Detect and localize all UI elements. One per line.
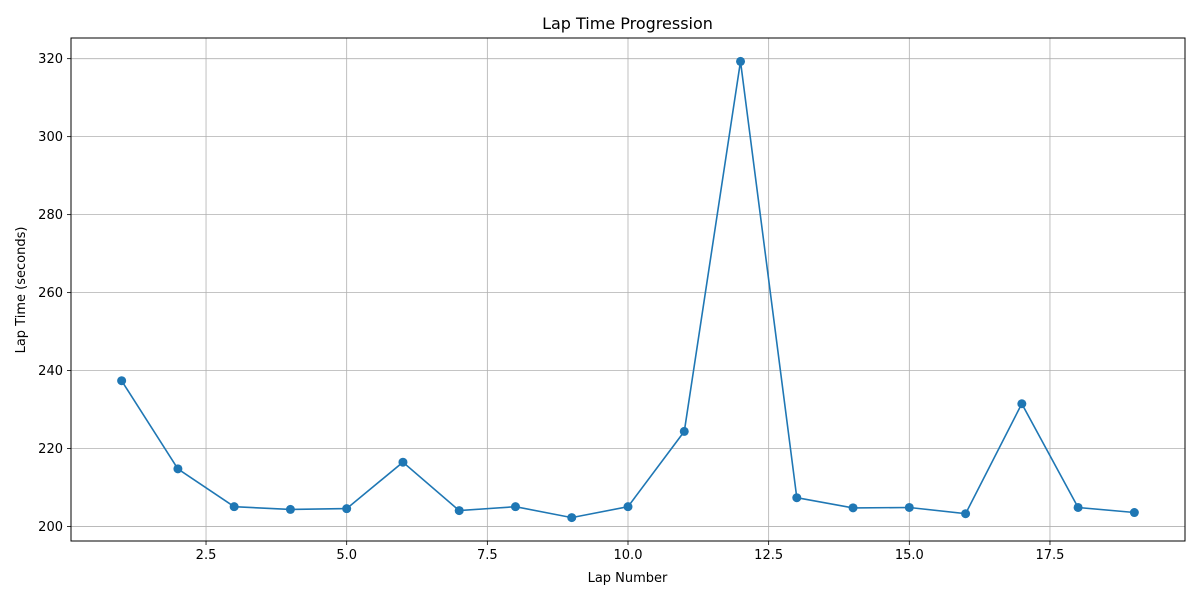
y-tick-label: 220 [38,442,63,457]
series-layer [117,56,1139,523]
data-point [848,503,858,513]
data-point [1017,399,1027,409]
data-point [1129,508,1139,518]
y-tick-label: 200 [38,520,63,535]
data-point [567,513,577,523]
data-point [117,376,127,386]
x-tick-label: 12.5 [754,548,783,563]
data-point [285,504,295,514]
data-point [173,464,183,474]
data-point [904,502,914,512]
data-point [679,426,689,436]
data-point [510,502,520,512]
y-tick-label: 300 [38,130,63,145]
x-axis-title: Lap Number [588,571,668,586]
y-tick-label: 260 [38,286,63,301]
data-point [342,504,352,514]
data-point [623,502,633,512]
chart-title: Lap Time Progression [542,14,713,33]
x-tick-label: 17.5 [1035,548,1064,563]
data-point [961,509,971,519]
data-point [736,56,746,66]
y-tick-label: 240 [38,364,63,379]
y-tick-label: 280 [38,208,63,223]
data-point [398,457,408,467]
x-tick-label: 2.5 [196,548,217,563]
grid [71,38,1185,541]
axis-ticks: 2.5 5.0 7.5 10.0 12.5 15.0 17.5 200 220 240 260 280… [38,52,1064,563]
y-axis-title: Lap Time (seconds) [14,227,29,354]
data-point [1073,502,1083,512]
data-point [229,502,239,512]
y-tick-label: 320 [38,52,63,67]
x-tick-label: 15.0 [895,548,924,563]
data-point [454,506,464,516]
data-point [792,493,802,503]
x-tick-label: 10.0 [614,548,643,563]
x-tick-label: 7.5 [477,548,498,563]
x-tick-label: 5.0 [336,548,357,563]
